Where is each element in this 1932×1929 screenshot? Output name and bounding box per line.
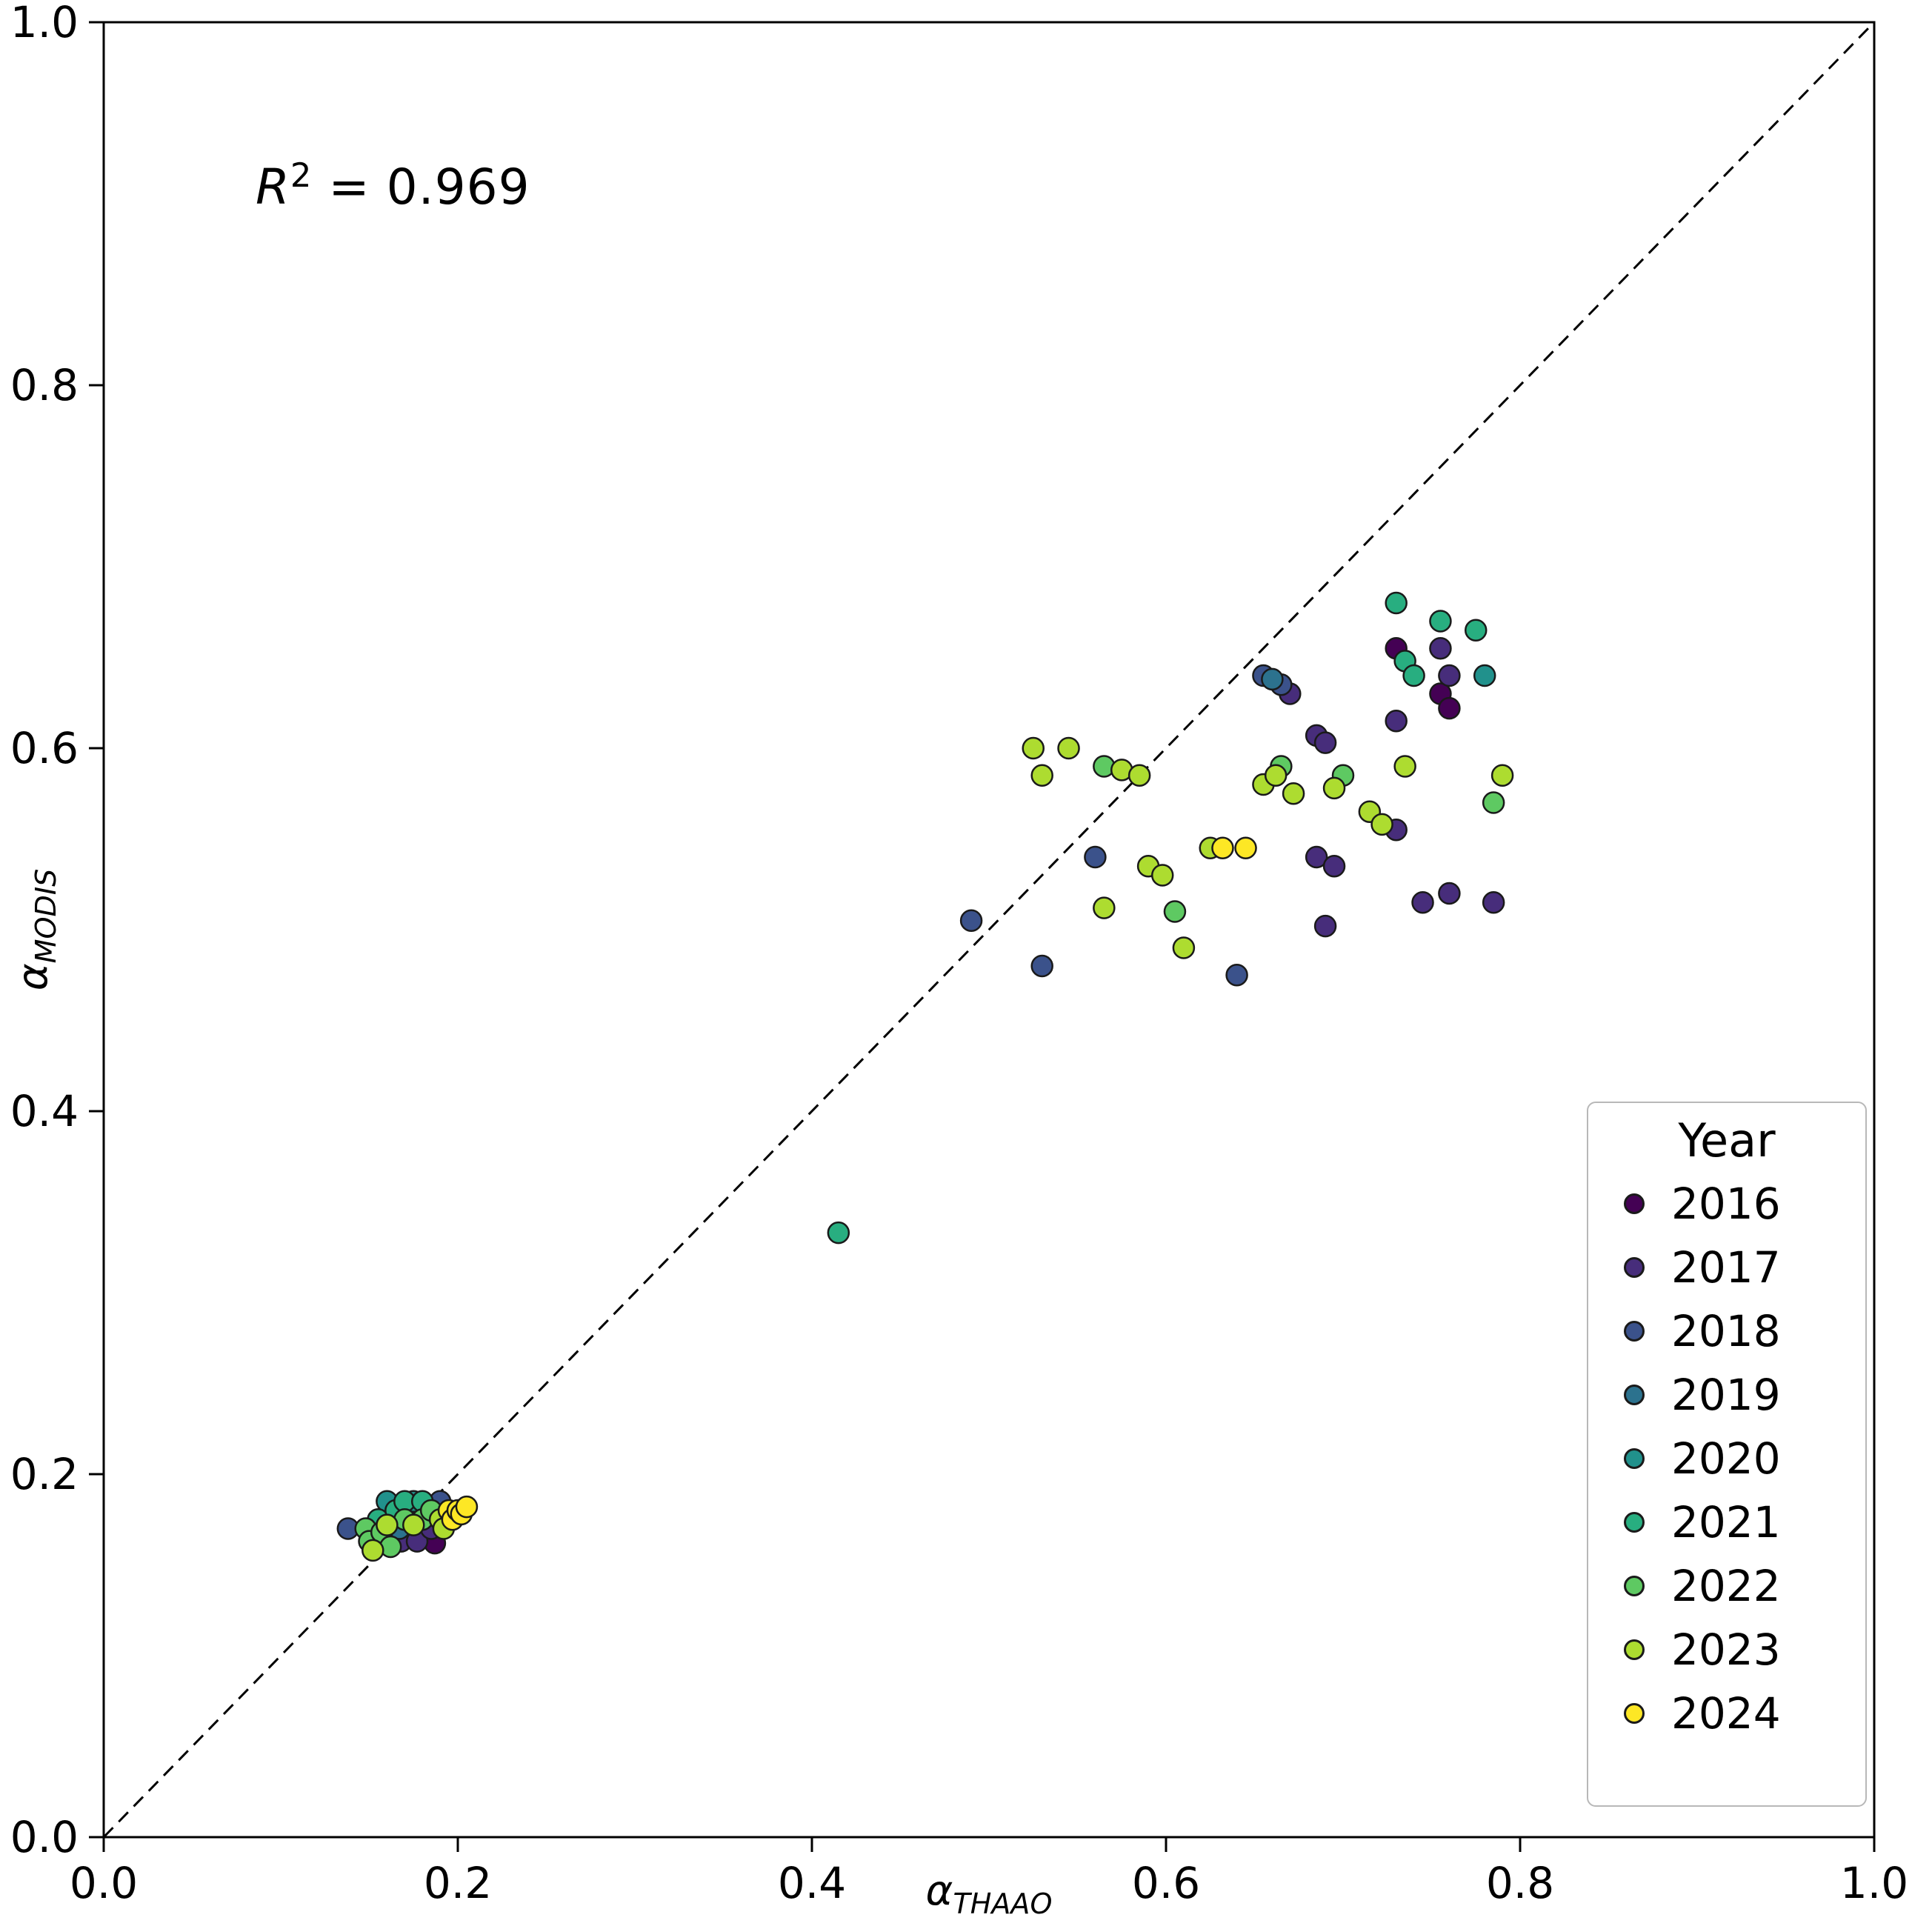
scatter-point-2023: [1022, 736, 1045, 760]
legend-entry-2019: 2019: [1588, 1363, 1865, 1427]
scatter-point-2023: [1490, 764, 1514, 787]
x-tick-label: 0.6: [1132, 1858, 1200, 1908]
scatter-point-2024: [455, 1495, 479, 1519]
x-axis-symbol: α: [925, 1867, 953, 1915]
legend-marker-icon: [1624, 1639, 1645, 1660]
legend-label: 2018: [1671, 1306, 1781, 1356]
scatter-point-2023: [1393, 755, 1416, 778]
scatter-point-2023: [1093, 896, 1116, 919]
y-tick-label: 0.0: [10, 1812, 79, 1862]
legend-marker-icon: [1624, 1385, 1645, 1405]
legend-label: 2016: [1671, 1179, 1781, 1229]
scatter-point-2017: [1429, 637, 1452, 660]
scatter-point-2024: [1211, 836, 1234, 859]
scatter-point-2017: [1438, 882, 1461, 905]
scatter-point-2017: [1313, 914, 1337, 938]
legend: Year 2016 2017 2018 2019 2020 2021 2022 2023 202…: [1587, 1102, 1867, 1807]
scatter-point-2023: [1264, 764, 1288, 787]
identity-line: [102, 21, 1876, 1839]
legend-label: 2021: [1671, 1497, 1781, 1547]
y-axis-symbol: α: [8, 963, 57, 991]
scatter-point-2017: [1482, 891, 1505, 914]
x-tick-label: 0.0: [70, 1858, 138, 1908]
x-tick-label: 1.0: [1840, 1858, 1908, 1908]
scatter-point-2023: [1370, 813, 1393, 836]
r-squared-annotation: R2 = 0.969: [256, 156, 530, 216]
y-tick-label: 0.8: [10, 360, 79, 410]
legend-marker-icon: [1624, 1512, 1645, 1533]
scatter-point-2021: [1402, 664, 1425, 687]
scatter-point-2021: [1465, 619, 1488, 642]
scatter-point-2021: [1429, 610, 1452, 633]
y-tick-label: 1.0: [10, 0, 79, 47]
scatter-point-2020: [1473, 664, 1496, 687]
legend-label: 2017: [1671, 1242, 1781, 1293]
scatter-point-2018: [1225, 964, 1248, 987]
scatter-point-2022: [1482, 791, 1505, 814]
legend-marker-icon: [1624, 1193, 1645, 1214]
scatter-point-2022: [1163, 900, 1187, 923]
legend-entries: 2016 2017 2018 2019 2020 2021 2022 2023 2024: [1588, 1172, 1865, 1745]
x-tick-label: 0.4: [778, 1858, 846, 1908]
r-exponent: 2: [290, 156, 313, 195]
legend-marker-icon: [1624, 1257, 1645, 1278]
scatter-point-2017: [1438, 664, 1461, 687]
x-tick-label: 0.8: [1486, 1858, 1554, 1908]
legend-label: 2020: [1671, 1433, 1781, 1484]
legend-label: 2024: [1671, 1688, 1781, 1739]
legend-marker-icon: [1624, 1576, 1645, 1596]
legend-marker-icon: [1624, 1448, 1645, 1469]
scatter-point-2016: [1438, 696, 1461, 720]
legend-marker-icon: [1624, 1321, 1645, 1342]
y-tick-label: 0.2: [10, 1449, 79, 1499]
legend-label: 2023: [1671, 1625, 1781, 1675]
scatter-point-2023: [1150, 864, 1174, 887]
scatter-point-2023: [1057, 736, 1080, 760]
scatter-point-2018: [959, 909, 983, 932]
scatter-point-2017: [1305, 845, 1328, 869]
legend-title: Year: [1678, 1113, 1776, 1167]
scatter-point-2023: [1030, 764, 1053, 787]
legend-entry-2023: 2023: [1588, 1618, 1865, 1682]
legend-entry-2021: 2021: [1588, 1490, 1865, 1554]
scatter-point-2019: [1261, 667, 1284, 691]
legend-marker-icon: [1624, 1703, 1645, 1724]
legend-entry-2024: 2024: [1588, 1682, 1865, 1745]
scatter-point-2021: [1385, 591, 1408, 615]
scatter-point-2018: [1030, 954, 1053, 978]
legend-entry-2018: 2018: [1588, 1299, 1865, 1363]
scatter-point-2023: [1127, 764, 1151, 787]
r-squared-value: = 0.969: [312, 159, 530, 216]
y-tick-label: 0.6: [10, 723, 79, 773]
x-tick-label: 0.2: [424, 1858, 492, 1908]
scatter-point-2023: [376, 1513, 399, 1536]
y-axis-subscript: MODIS: [30, 868, 63, 964]
scatter-point-2023: [1322, 776, 1346, 800]
scatter-point-2023: [402, 1513, 425, 1536]
x-axis-subscript: THAAO: [953, 1888, 1053, 1921]
y-axis-label: αMODIS: [9, 869, 62, 990]
r-symbol: R: [256, 159, 290, 216]
legend-entry-2020: 2020: [1588, 1427, 1865, 1490]
legend-entry-2022: 2022: [1588, 1554, 1865, 1618]
x-axis-label: αTHAAO: [926, 1867, 1053, 1920]
y-tick-label: 0.4: [10, 1086, 79, 1136]
scatter-point-2017: [1313, 731, 1337, 754]
scatter-point-2017: [1411, 891, 1434, 914]
scatter-point-2017: [1385, 710, 1408, 733]
scatter-point-2024: [1234, 836, 1257, 859]
plot-border: [102, 21, 1876, 1839]
scatter-point-2023: [1172, 936, 1196, 959]
scatter-point-2018: [1084, 845, 1107, 869]
legend-entry-2017: 2017: [1588, 1236, 1865, 1299]
scatter-point-2023: [1282, 782, 1305, 805]
legend-label: 2019: [1671, 1370, 1781, 1420]
legend-label: 2022: [1671, 1561, 1781, 1611]
legend-entry-2016: 2016: [1588, 1172, 1865, 1236]
scatter-point-2021: [827, 1221, 850, 1245]
scatter-point-2017: [1322, 855, 1346, 878]
scatter-point-2023: [362, 1539, 384, 1562]
